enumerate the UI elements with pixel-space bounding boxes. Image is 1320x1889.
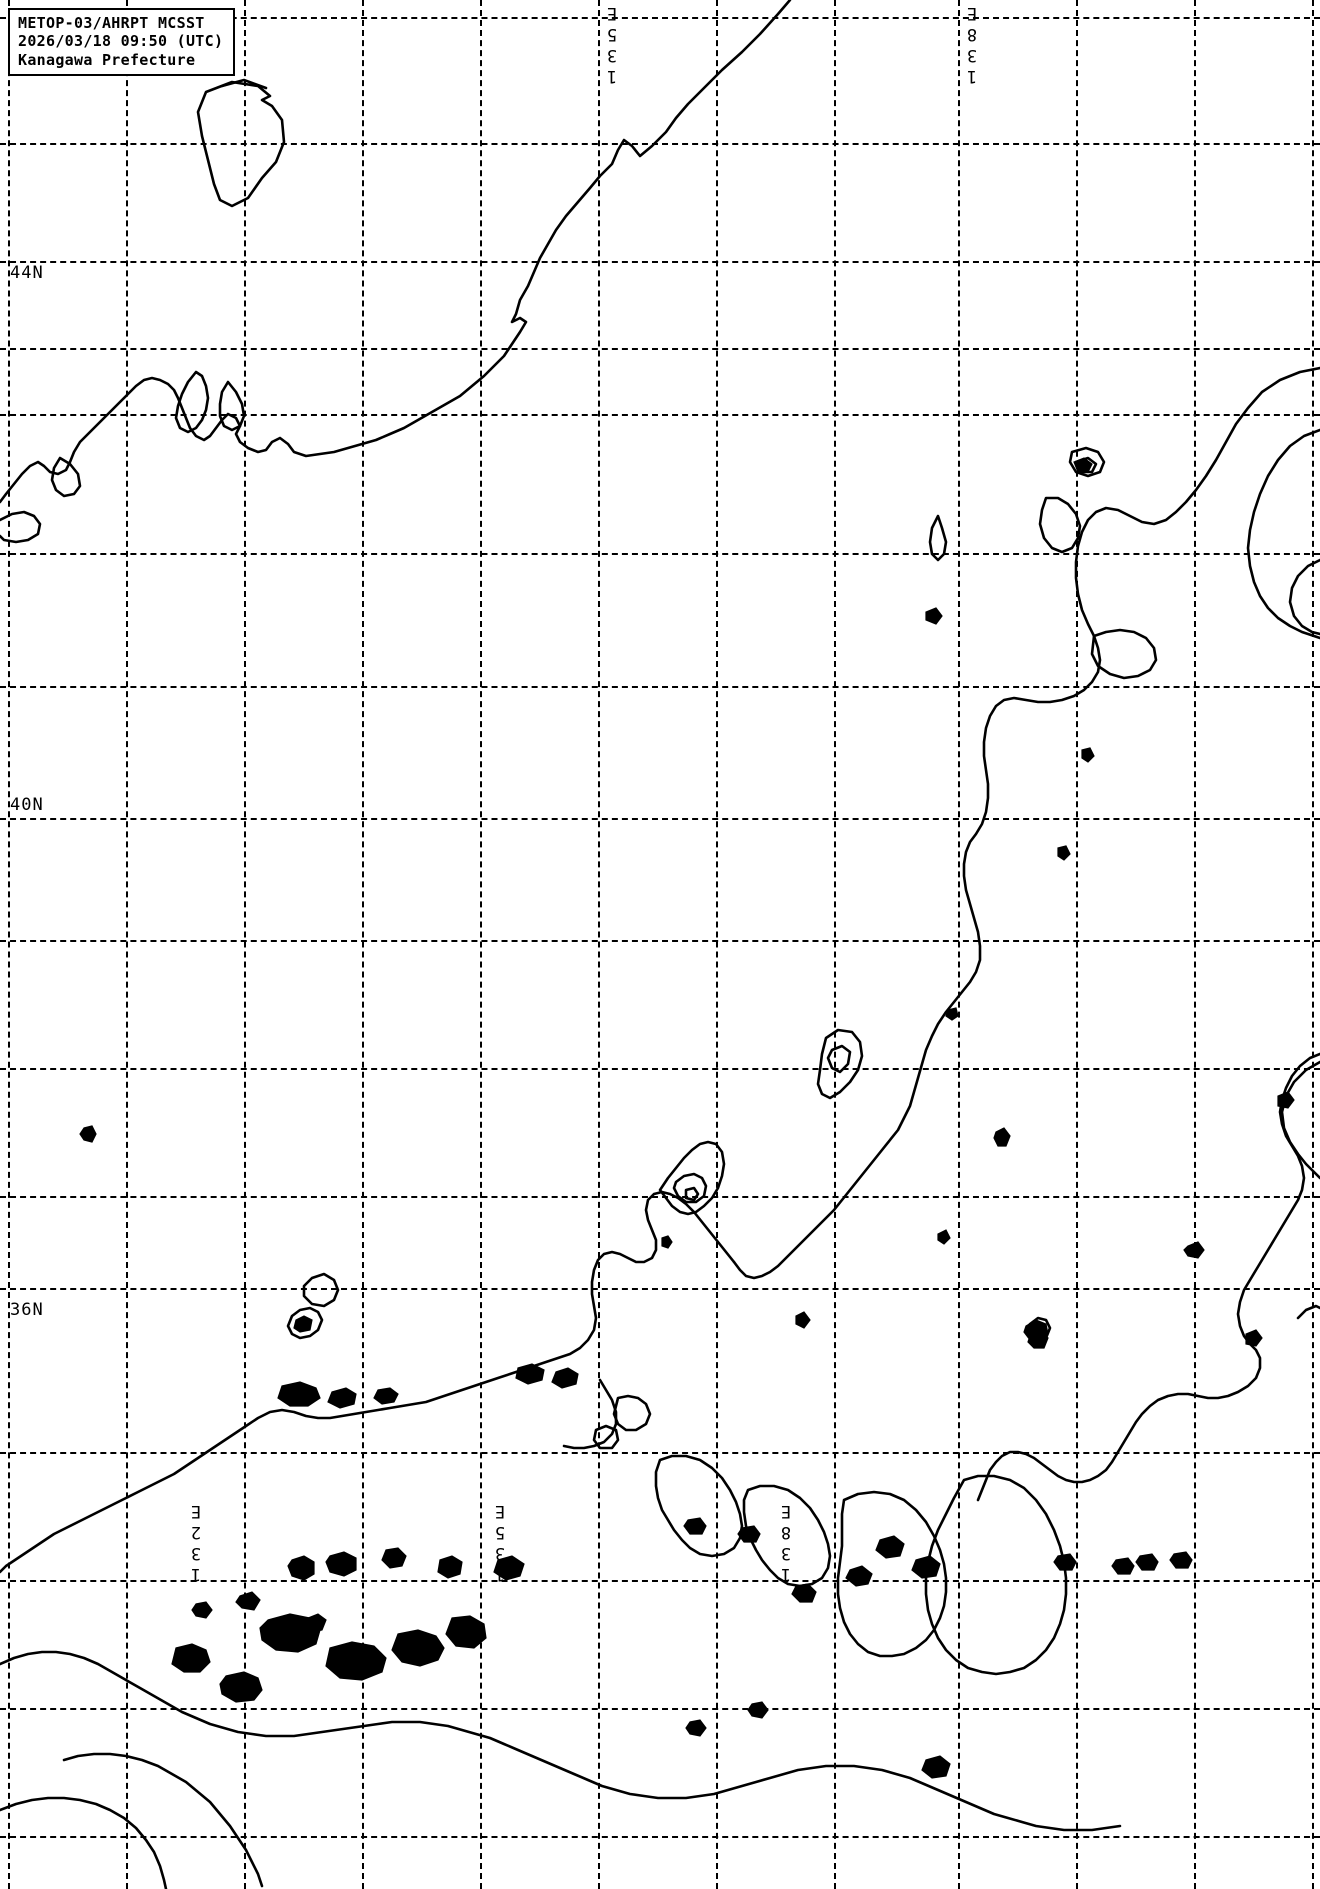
lat-label-44n: 44N	[10, 263, 44, 283]
lon-label-132e-bottom: 132E	[186, 1500, 206, 1584]
product-title: METOP-03/AHRPT MCSST	[18, 14, 205, 32]
product-info-box: METOP-03/AHRPT MCSST 2026/03/18 09:50 (U…	[8, 8, 236, 76]
lon-label-135e-bottom: 135E	[490, 1500, 510, 1584]
lon-label-135e-top: 135E	[602, 2, 622, 86]
lat-label-40n: 40N	[10, 795, 44, 815]
lon-label-138e-top: 138E	[962, 2, 982, 86]
lat-label-36n: 36N	[10, 1300, 44, 1320]
product-region: Kanagawa Prefecture	[18, 50, 196, 69]
product-timestamp: 2026/03/18 09:50 (UTC)	[18, 32, 224, 51]
lon-label-138e-bottom: 138E	[776, 1500, 796, 1584]
